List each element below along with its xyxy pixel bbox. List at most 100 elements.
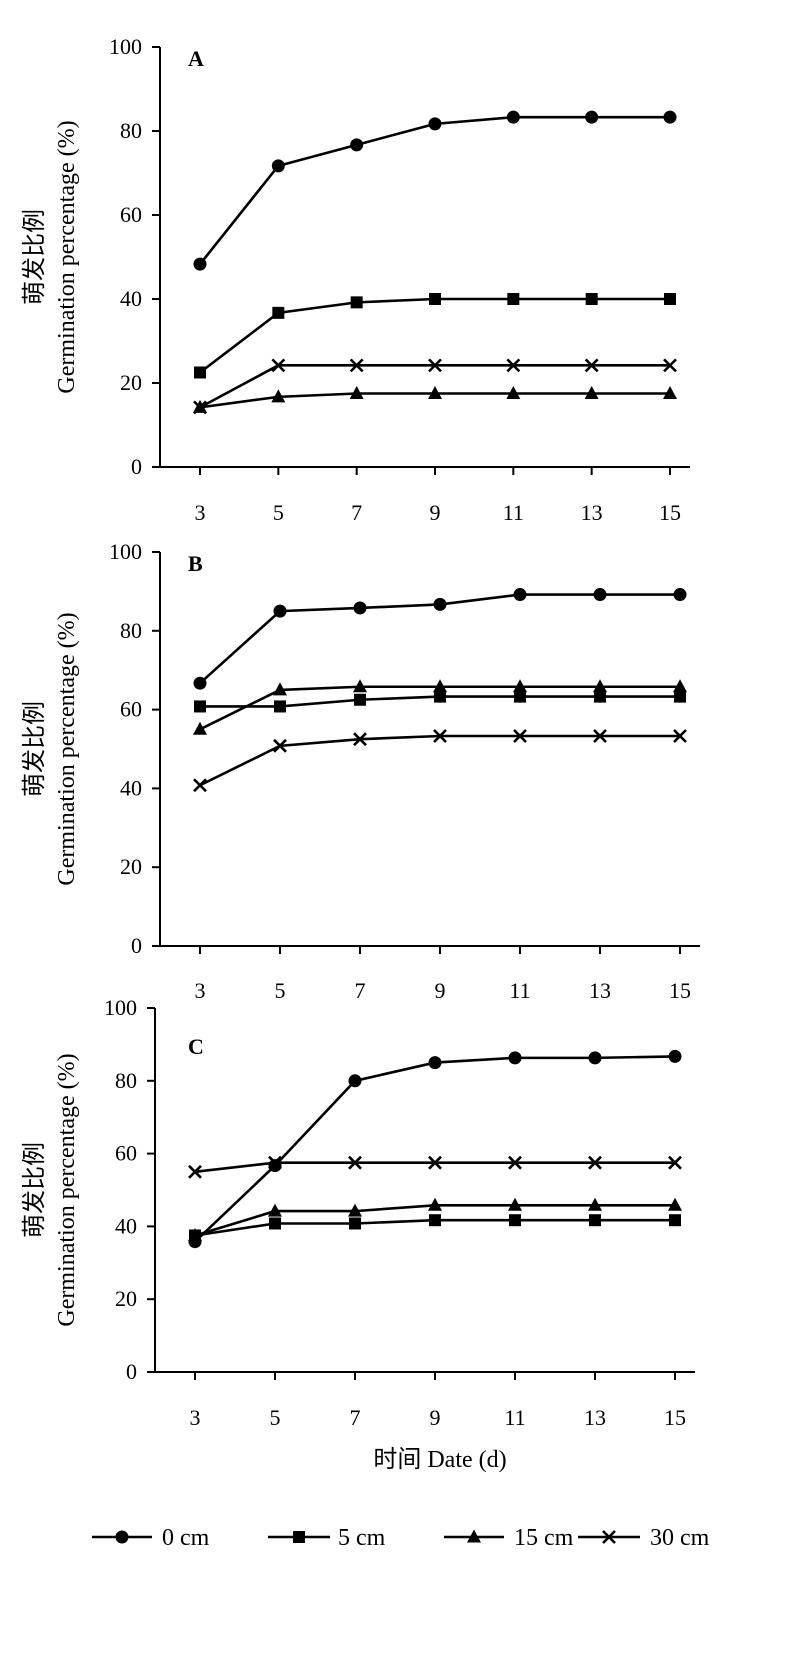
data-point (193, 400, 207, 415)
series-line (198, 115, 670, 265)
data-point (673, 588, 687, 602)
data-point (668, 1197, 682, 1211)
data-point (508, 1197, 522, 1211)
y-tick-label: 20 (115, 1286, 137, 1311)
data-point (428, 1056, 442, 1070)
x-tick-label: 9 (435, 978, 446, 1003)
data-point (513, 679, 527, 693)
data-point (673, 729, 687, 743)
data-point (513, 588, 527, 602)
data-point (268, 1155, 282, 1170)
x-tick-label: 3 (190, 1405, 201, 1430)
data-point (433, 679, 447, 693)
y-tick-label: 100 (104, 995, 137, 1020)
data-point (188, 1164, 202, 1179)
y-tick-label: 40 (115, 1213, 137, 1238)
data-point (674, 690, 686, 703)
y-axis-title-en: Germination percentage (%) (54, 120, 80, 393)
data-point (509, 1214, 521, 1227)
data-point (350, 138, 364, 152)
data-point (428, 1155, 442, 1170)
y-tick-label: 100 (109, 34, 142, 59)
data-point (593, 729, 607, 743)
legend-item-0-cm: 0 cm (92, 1525, 210, 1551)
data-point (508, 1051, 522, 1065)
data-point (188, 1228, 202, 1241)
data-point (506, 386, 521, 399)
data-point (513, 729, 527, 743)
data-point (506, 110, 520, 124)
legend-label: 15 cm (514, 1525, 574, 1551)
x-tick-label: 13 (584, 1405, 606, 1430)
data-point (428, 386, 442, 399)
panel-label: B (188, 551, 203, 576)
series-line (199, 734, 680, 787)
data-point (593, 588, 607, 602)
data-point (663, 358, 677, 373)
data-point (273, 604, 287, 618)
y-tick-label: 40 (120, 775, 142, 800)
chart-panel-a: 0 20 40 60 80 100 3 5 7 9 11 13 15 A 萌发比例 Germination p… (21, 34, 690, 525)
series-line (199, 297, 670, 374)
x-tick-label: 7 (350, 1405, 361, 1430)
data-point (271, 389, 286, 403)
y-tick-label: 100 (109, 539, 142, 564)
data-point (272, 306, 285, 319)
x-tick-label: 9 (430, 1405, 441, 1430)
data-point (349, 386, 364, 399)
legend-item-5-cm: 5 cm (268, 1525, 386, 1551)
legend-label: 30 cm (650, 1525, 710, 1551)
data-point (348, 1203, 362, 1217)
y-axis-title-cn: 萌发比例 (21, 701, 48, 797)
series-0-cm (193, 588, 687, 690)
data-point (273, 682, 287, 696)
data-point (585, 293, 598, 305)
data-point (593, 679, 607, 693)
legend-marker (293, 1531, 305, 1543)
data-point (193, 721, 207, 735)
data-point (669, 1214, 681, 1227)
data-point (429, 1214, 441, 1227)
x-axis-title: 时间 Date (d) (373, 1446, 506, 1473)
y-tick-label: 0 (131, 933, 142, 958)
legend-item-30-cm: 30 cm (578, 1525, 710, 1551)
data-point (349, 358, 364, 373)
legend-marker (602, 1530, 616, 1544)
legend-label: 0 cm (162, 1525, 210, 1551)
data-point (668, 1049, 682, 1063)
series-5-cm (194, 293, 676, 379)
data-point (506, 358, 521, 373)
x-tick-label: 7 (351, 500, 362, 525)
data-point (589, 1214, 601, 1227)
x-tick-label: 3 (195, 500, 206, 525)
x-tick-label: 11 (503, 500, 524, 525)
y-tick-label: 60 (120, 697, 142, 722)
y-tick-label: 20 (120, 854, 142, 879)
data-point (584, 386, 599, 399)
data-point (269, 1217, 281, 1230)
chart-legend: 0 cm 5 cm 15 cm 30 cm (92, 1525, 710, 1551)
data-point (433, 729, 447, 743)
data-point (353, 732, 367, 747)
series-5-cm (194, 690, 686, 713)
y-axis-title-en: Germination percentage (%) (54, 1053, 80, 1326)
y-tick-label: 80 (120, 118, 142, 143)
data-point (348, 1155, 362, 1170)
legend-marker (467, 1529, 481, 1543)
series-30-cm (193, 729, 687, 793)
x-tick-label: 13 (581, 500, 603, 525)
data-point (349, 1217, 361, 1230)
y-tick-label: 60 (115, 1141, 137, 1166)
x-tick-label: 11 (504, 1405, 525, 1430)
data-point (428, 117, 442, 131)
x-tick-label: 5 (273, 500, 284, 525)
data-point (194, 366, 206, 379)
data-point (428, 1197, 442, 1211)
y-tick-label: 60 (120, 202, 142, 227)
series-30-cm (193, 358, 677, 415)
data-point (514, 690, 526, 703)
data-point (588, 1155, 602, 1170)
series-0-cm (193, 110, 677, 271)
